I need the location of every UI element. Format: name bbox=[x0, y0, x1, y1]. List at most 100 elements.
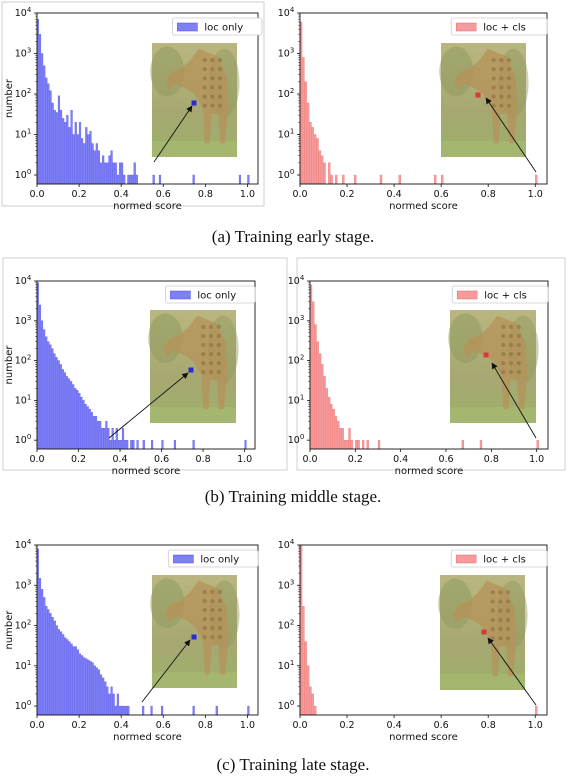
histogram-bar bbox=[311, 693, 314, 716]
histogram-bar bbox=[342, 174, 345, 185]
histogram-bar bbox=[313, 705, 317, 716]
histogram-bar bbox=[142, 440, 145, 450]
histogram-bar bbox=[339, 428, 342, 450]
giraffe-image bbox=[150, 43, 240, 157]
y-tick-label: 100 bbox=[15, 699, 32, 712]
x-tick-label: 0.8 bbox=[196, 454, 211, 465]
highlight-marker bbox=[483, 352, 489, 358]
histogram-bar bbox=[314, 324, 317, 450]
histogram-bar bbox=[102, 677, 105, 716]
histogram-bar bbox=[127, 174, 130, 185]
histogram-bar bbox=[116, 174, 119, 185]
histogram-bar bbox=[312, 301, 315, 450]
histogram-bar bbox=[121, 705, 124, 716]
histogram-bar bbox=[90, 412, 93, 450]
histogram-bar bbox=[142, 705, 145, 716]
histogram-bar bbox=[87, 659, 90, 716]
pointer-arrow bbox=[485, 97, 537, 173]
histogram-bar bbox=[94, 416, 98, 450]
histogram-bar bbox=[302, 606, 305, 716]
x-tick-label: 0.2 bbox=[339, 189, 354, 200]
histogram-bar bbox=[353, 174, 357, 185]
histogram-bar bbox=[357, 440, 360, 450]
histogram-bar bbox=[117, 440, 120, 450]
histogram-bar bbox=[337, 421, 340, 450]
histogram-bar bbox=[318, 150, 322, 185]
histogram-bar bbox=[86, 406, 89, 450]
x-axis-label: normed score bbox=[113, 732, 182, 743]
histogram-bar bbox=[38, 304, 42, 450]
histogram-bar bbox=[323, 376, 326, 450]
histogram-bar bbox=[377, 440, 381, 450]
x-axis-label: normed score bbox=[389, 732, 458, 743]
x-tick-label: 0.6 bbox=[154, 454, 169, 465]
legend-swatch bbox=[455, 554, 477, 564]
histogram-bar bbox=[398, 174, 401, 185]
x-tick-label: 0.6 bbox=[438, 454, 453, 465]
x-axis-label: normed score bbox=[395, 466, 464, 477]
histogram-bar bbox=[70, 109, 73, 185]
histogram-bar bbox=[127, 705, 130, 716]
histogram-bar bbox=[321, 364, 324, 450]
histogram-bar bbox=[244, 440, 247, 450]
giraffe-image bbox=[150, 575, 240, 688]
legend: loc only bbox=[171, 17, 263, 36]
histogram-bar bbox=[334, 416, 338, 450]
legend-swatch bbox=[456, 290, 478, 300]
histogram-bar bbox=[72, 384, 75, 450]
legend-swatch bbox=[173, 554, 194, 564]
histogram-bar bbox=[313, 134, 317, 185]
histogram-bar bbox=[70, 643, 73, 716]
histogram-bar bbox=[332, 409, 335, 450]
histogram-bar bbox=[66, 115, 69, 185]
highlight-marker bbox=[191, 100, 197, 106]
y-tick-label: 104 bbox=[278, 6, 295, 19]
y-tick-label: 102 bbox=[278, 619, 295, 632]
x-tick-label: 0.8 bbox=[481, 720, 496, 731]
x-tick-label: 0.8 bbox=[198, 189, 213, 200]
y-tick-label: 101 bbox=[288, 393, 305, 406]
histogram-bar bbox=[89, 661, 92, 716]
x-axis-label: normed score bbox=[113, 201, 182, 212]
histogram-bar bbox=[136, 440, 139, 450]
histogram-bar bbox=[328, 162, 331, 185]
histogram-bar bbox=[95, 143, 98, 185]
plots: 0.0 0.2 0.4 0.6 0.8 1.0 100 101 102 103 104 normed … bbox=[1, 1, 566, 743]
histogram-bar bbox=[57, 360, 60, 450]
panel-frame bbox=[296, 257, 566, 471]
y-tick-label: 104 bbox=[15, 6, 32, 19]
chart-middle-loc-only: 0.0 0.2 0.4 0.6 0.8 1.0 100 101 102 103 104 normed … bbox=[2, 257, 288, 477]
y-axis-label: number bbox=[4, 345, 15, 385]
histogram-bar bbox=[49, 613, 52, 716]
caption-late: (c) Training late stage. bbox=[217, 755, 370, 774]
histogram-bar bbox=[461, 440, 464, 450]
x-tick-label: 0.4 bbox=[114, 720, 129, 731]
histogram-bar bbox=[121, 428, 125, 450]
caption-early: (a) Training early stage. bbox=[212, 227, 374, 246]
y-tick-label: 103 bbox=[15, 578, 32, 591]
y-tick-label: 103 bbox=[15, 47, 32, 60]
x-tick-label: 0.0 bbox=[29, 720, 44, 731]
legend-swatch bbox=[170, 290, 191, 300]
histogram-bar bbox=[63, 372, 66, 450]
histogram-bar bbox=[104, 681, 107, 716]
histogram-bar bbox=[38, 578, 42, 716]
x-tick-label: 1.0 bbox=[528, 720, 543, 731]
highlight-marker bbox=[475, 92, 481, 98]
histogram-bar bbox=[350, 440, 353, 450]
histogram-bars bbox=[309, 284, 539, 450]
giraffe-image bbox=[438, 575, 528, 690]
x-tick-label: 0.6 bbox=[156, 189, 171, 200]
histogram-bar bbox=[173, 440, 176, 450]
histogram-bar bbox=[92, 416, 95, 450]
histogram-bar bbox=[309, 122, 312, 185]
histogram-bar bbox=[45, 77, 48, 185]
y-tick-label: 100 bbox=[288, 433, 305, 446]
histogram-bar bbox=[85, 658, 88, 716]
histogram-bar bbox=[327, 397, 331, 450]
y-tick-label: 101 bbox=[278, 659, 295, 672]
histogram-bar bbox=[62, 634, 65, 716]
histogram-bar bbox=[95, 667, 98, 716]
histogram-bar bbox=[343, 440, 347, 450]
x-tick-label: 0.2 bbox=[71, 454, 86, 465]
